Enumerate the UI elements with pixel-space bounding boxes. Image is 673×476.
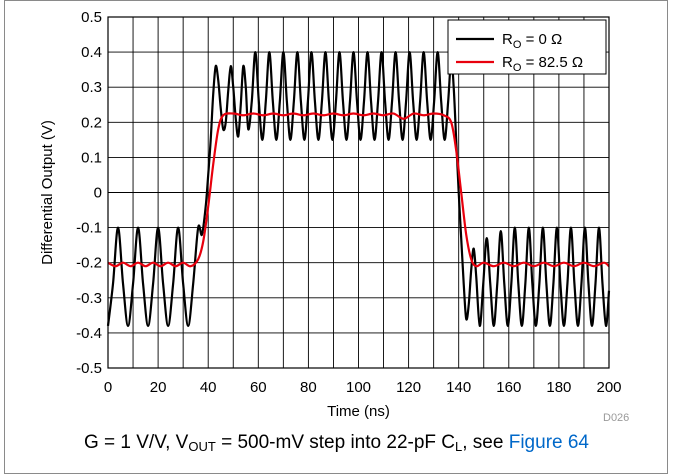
figure-caption: G = 1 V/V, VOUT = 500-mV step into 22-pF… bbox=[0, 432, 673, 454]
x-tick-label: 120 bbox=[396, 379, 421, 396]
legend-label-series-1: RO = 0 Ω bbox=[502, 31, 562, 51]
caption-sub-2: L bbox=[455, 439, 463, 454]
figure-id: D026 bbox=[603, 412, 630, 424]
figure-link[interactable]: Figure 64 bbox=[508, 432, 590, 453]
x-tick-label: 180 bbox=[546, 379, 571, 396]
figure-frame bbox=[4, 0, 668, 474]
y-tick-label: 0.1 bbox=[81, 149, 102, 166]
x-tick-label: 80 bbox=[300, 379, 317, 396]
y-tick-label: -0.5 bbox=[76, 360, 102, 377]
y-tick-label: 0.4 bbox=[81, 44, 102, 61]
y-tick-label: -0.3 bbox=[76, 290, 102, 307]
caption-part-3: , see bbox=[462, 432, 509, 453]
chart: 0 20 40 60 80 100 120 140 160 180 200 -0.5 -0.4 -0.3 -… bbox=[39, 9, 622, 420]
y-tick-label: -0.1 bbox=[76, 220, 102, 237]
series-line-2 bbox=[107, 112, 610, 268]
caption-sub-1: OUT bbox=[188, 439, 216, 454]
y-tick-label: 0.3 bbox=[81, 79, 102, 96]
x-tick-label: 40 bbox=[200, 379, 217, 396]
legend-label-series-2: RO = 82.5 Ω bbox=[502, 54, 583, 74]
x-tick-label: 200 bbox=[596, 379, 621, 396]
y-tick-label: 0.5 bbox=[81, 9, 102, 26]
y-tick-label: 0.2 bbox=[81, 114, 102, 131]
x-axis-label: Time (ns) bbox=[327, 403, 390, 420]
x-tick-label: 100 bbox=[346, 379, 371, 396]
y-tick-label: -0.4 bbox=[76, 325, 102, 342]
caption-part-2: = 500-mV step into 22-pF C bbox=[215, 432, 456, 453]
y-tick-label: 0 bbox=[94, 185, 102, 202]
x-tick-label: 20 bbox=[150, 379, 167, 396]
caption-part-1: G = 1 V/V, V bbox=[83, 432, 189, 453]
x-tick-label: 140 bbox=[446, 379, 471, 396]
y-tick-label: -0.2 bbox=[76, 255, 102, 272]
x-tick-label: 0 bbox=[104, 379, 112, 396]
chart-series bbox=[106, 51, 611, 327]
legend: RO = 0 Ω RO = 82.5 Ω bbox=[447, 19, 607, 75]
series-line-1 bbox=[106, 51, 611, 327]
y-axis-label: Differential Output (V) bbox=[39, 120, 56, 265]
plot-border bbox=[107, 16, 610, 369]
x-tick-label: 160 bbox=[496, 379, 521, 396]
chart-tick-labels: 0 20 40 60 80 100 120 140 160 180 200 -0.5 -0.4 -0.3 -… bbox=[76, 9, 621, 396]
x-tick-label: 60 bbox=[250, 379, 267, 396]
legend-box bbox=[447, 19, 607, 75]
